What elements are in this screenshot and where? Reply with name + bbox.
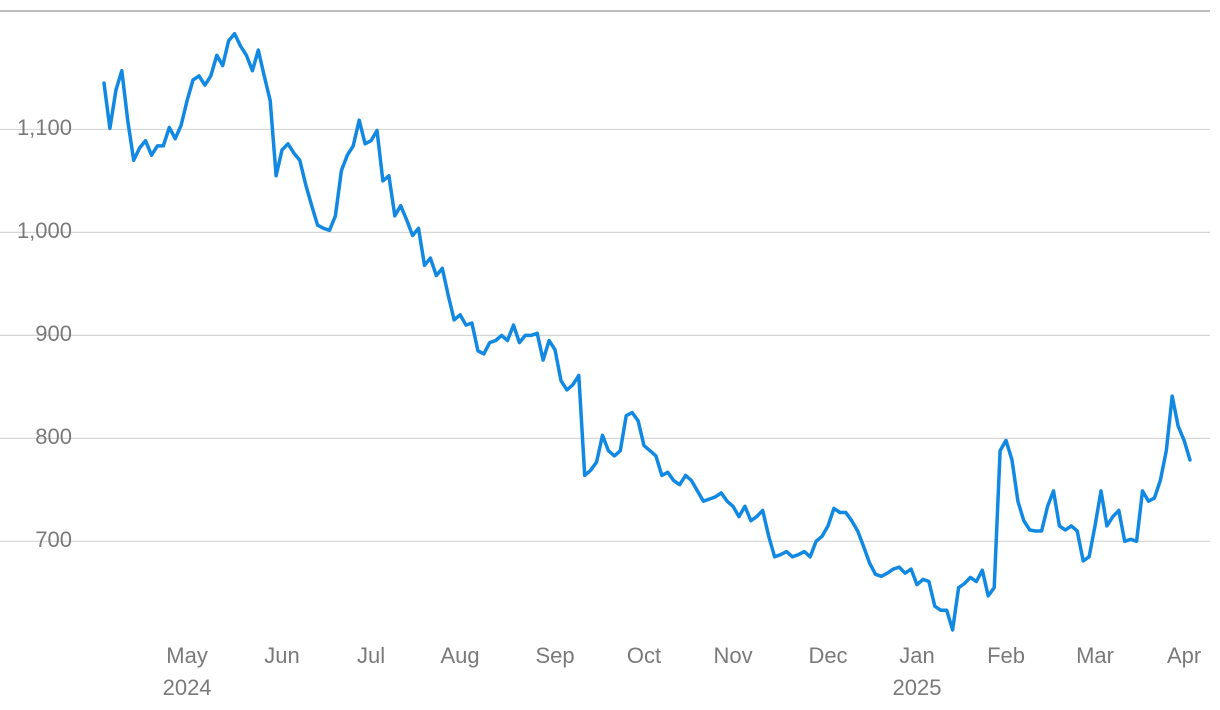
x-tick-label: Mar [1076, 643, 1114, 668]
y-tick-label: 700 [35, 527, 72, 552]
x-tick-label: Feb [987, 643, 1025, 668]
x-tick-label: Jun [264, 643, 300, 668]
x-tick-label: Sep [535, 643, 575, 668]
x-tick-label: Jul [356, 643, 386, 668]
x-tick-label: Apr [1166, 643, 1202, 668]
x-tick-label: Dec [808, 643, 848, 668]
x-tick-label: Oct [626, 643, 662, 668]
price-line [102, 31, 1192, 632]
y-tick-label: 1,100 [17, 115, 72, 140]
y-tick-label: 1,000 [17, 218, 72, 243]
x-tick-label: Nov [713, 643, 753, 668]
x-tick-label: Aug [440, 643, 480, 668]
y-tick-label: 800 [35, 424, 72, 449]
x-tick-label: May 2024 [162, 643, 212, 700]
x-tick-label: Jan 2025 [892, 643, 942, 700]
y-tick-label: 900 [35, 321, 72, 346]
